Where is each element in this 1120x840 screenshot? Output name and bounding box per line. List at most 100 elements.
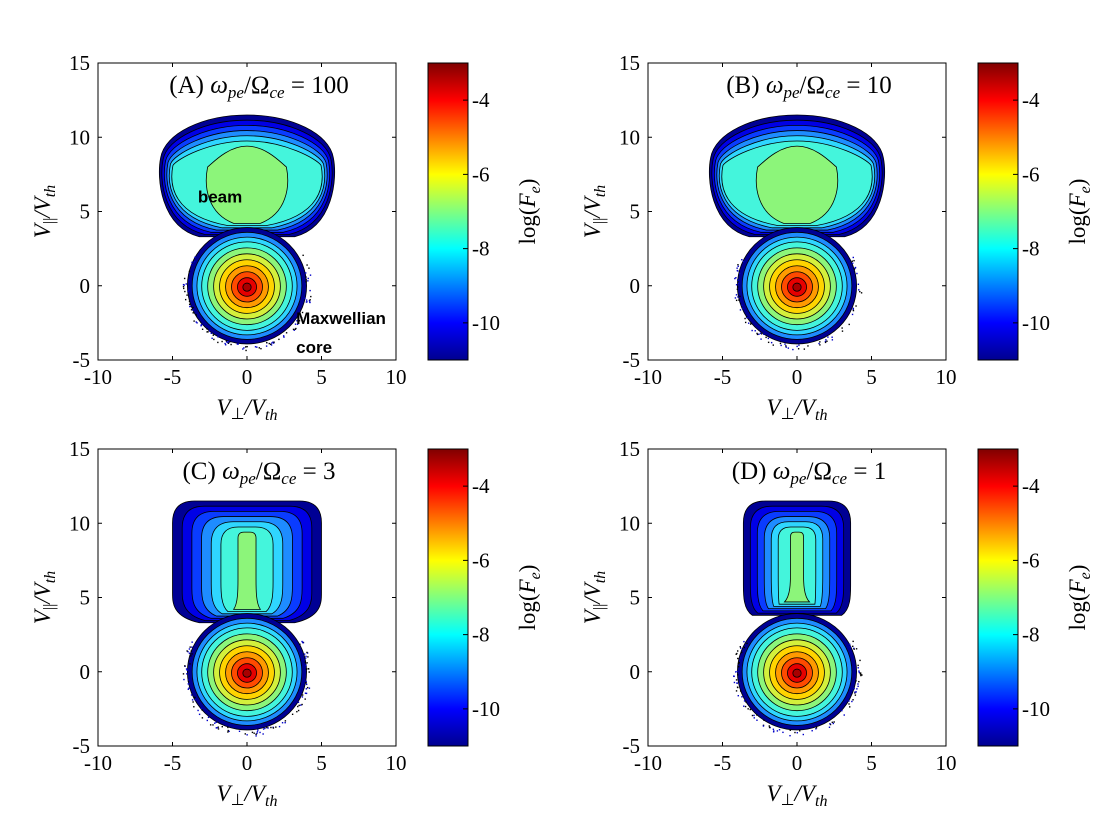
speckle xyxy=(743,640,745,643)
speckle xyxy=(272,341,274,343)
speckle xyxy=(767,337,770,340)
speckle xyxy=(796,732,798,734)
speckle xyxy=(828,726,831,728)
speckle xyxy=(224,342,226,345)
speckle xyxy=(194,699,197,701)
speckle xyxy=(300,317,303,319)
colorbar-tick-label: -8 xyxy=(1022,237,1040,261)
speckle xyxy=(305,272,307,274)
speckle xyxy=(305,668,308,670)
speckle xyxy=(301,640,303,643)
colorbar-tick-label: -4 xyxy=(472,88,490,112)
speckle xyxy=(770,341,773,344)
speckle xyxy=(853,687,855,690)
colorbar-tick-label: -10 xyxy=(472,697,500,721)
speckle xyxy=(841,330,844,332)
speckle xyxy=(858,289,860,291)
speckle xyxy=(183,287,185,290)
x-tick-label: 5 xyxy=(316,751,327,775)
speckle xyxy=(742,260,745,263)
speckle xyxy=(191,653,193,655)
panel-title: (A) ωpe/Ωce = 100 xyxy=(169,72,348,102)
speckle xyxy=(227,342,230,344)
speckle xyxy=(744,321,747,324)
speckle xyxy=(269,343,272,345)
speckle xyxy=(185,283,187,285)
colorbar-tick-label: -8 xyxy=(472,623,490,647)
speckle xyxy=(855,648,858,650)
y-tick-label: -5 xyxy=(73,348,91,372)
speckle xyxy=(206,719,209,722)
speckle xyxy=(737,279,739,281)
speckle xyxy=(309,301,311,303)
speckle xyxy=(201,709,203,711)
speckle xyxy=(737,264,739,266)
speckle xyxy=(258,347,261,349)
speckle xyxy=(210,332,212,334)
speckle xyxy=(308,267,310,269)
speckle xyxy=(826,340,828,342)
speckle xyxy=(733,681,736,684)
speckle xyxy=(799,730,801,732)
speckle xyxy=(750,322,753,324)
speckle xyxy=(190,694,193,696)
speckle xyxy=(819,344,821,346)
x-tick-label: 5 xyxy=(316,365,327,389)
speckle xyxy=(745,701,747,703)
speckle xyxy=(187,688,189,690)
speckle xyxy=(851,262,854,264)
speckle xyxy=(283,336,285,338)
speckle xyxy=(301,703,303,706)
speckle xyxy=(297,701,300,703)
speckle xyxy=(267,727,269,729)
y-tick-label: 5 xyxy=(80,200,91,224)
speckle xyxy=(304,698,306,700)
speckle xyxy=(780,344,782,347)
colorbar-tick-label: -10 xyxy=(1022,697,1050,721)
speckle xyxy=(264,727,266,730)
speckle xyxy=(304,661,307,663)
speckle xyxy=(298,704,300,707)
speckle xyxy=(230,343,232,346)
speckle xyxy=(843,714,845,716)
speckle xyxy=(305,276,307,278)
speckle xyxy=(301,311,304,314)
speckle xyxy=(858,670,860,672)
speckle xyxy=(763,333,765,335)
speckle xyxy=(852,308,854,311)
speckle xyxy=(228,341,231,343)
speckle xyxy=(737,296,739,298)
contour-field xyxy=(172,500,322,737)
speckle xyxy=(189,305,192,308)
speckle xyxy=(737,662,740,665)
speckle xyxy=(736,686,739,688)
speckle xyxy=(306,686,309,689)
contour-core-band xyxy=(792,668,802,678)
speckle xyxy=(190,650,192,652)
speckle xyxy=(792,348,794,351)
speckle xyxy=(193,706,195,708)
speckle xyxy=(854,691,856,693)
speckle xyxy=(296,323,299,326)
speckle xyxy=(308,687,311,689)
speckle xyxy=(183,277,186,280)
speckle xyxy=(191,263,193,266)
speckle xyxy=(776,730,779,732)
speckle xyxy=(193,260,196,263)
speckle xyxy=(856,688,858,690)
speckle xyxy=(760,338,762,340)
speckle xyxy=(217,336,219,338)
speckle xyxy=(741,259,743,261)
speckle xyxy=(271,342,273,344)
speckle xyxy=(739,657,742,659)
speckle xyxy=(860,674,862,677)
speckle xyxy=(860,674,862,676)
speckle xyxy=(182,283,185,286)
speckle xyxy=(772,344,774,346)
speckle xyxy=(859,673,862,675)
speckle xyxy=(305,680,307,683)
speckle xyxy=(217,726,219,728)
speckle xyxy=(743,646,746,649)
